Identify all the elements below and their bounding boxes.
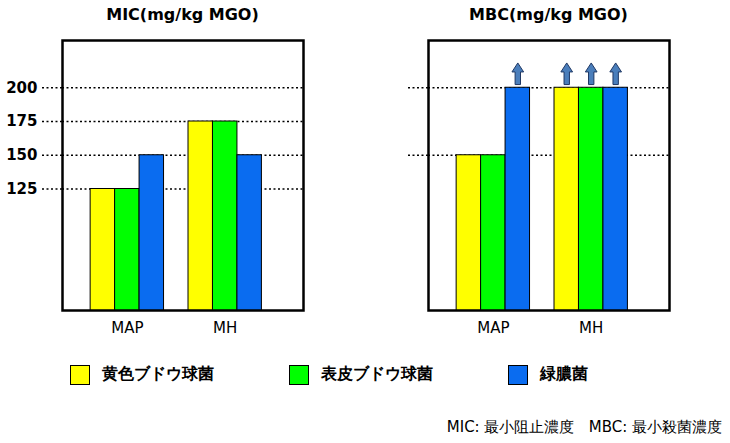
svg-text:175: 175 bbox=[6, 112, 37, 130]
svg-text:150: 150 bbox=[6, 146, 37, 164]
svg-text:MH: MH bbox=[579, 319, 603, 337]
svg-text:200: 200 bbox=[6, 79, 37, 97]
html-text:MIC: 最小阻止濃度 MBC: 最小殺菌濃度: MIC: 最小阻止濃度 MBC: 最小殺菌濃度 bbox=[446, 418, 722, 436]
html-text:MIC(mg/kg MGO): MIC(mg/kg MGO) bbox=[106, 5, 259, 24]
html-text:緑膿菌: 緑膿菌 bbox=[540, 364, 588, 383]
svg-text:125: 125 bbox=[6, 180, 37, 198]
html-text:MBC(mg/kg MGO): MBC(mg/kg MGO) bbox=[469, 5, 628, 24]
html-text:黄色ブドウ球菌: 黄色ブドウ球菌 bbox=[102, 364, 214, 383]
svg-text:MH: MH bbox=[213, 319, 237, 337]
svg-text:MAP: MAP bbox=[111, 319, 143, 337]
html-text:表皮ブドウ球菌: 表皮ブドウ球菌 bbox=[321, 364, 433, 383]
svg-text:MAP: MAP bbox=[477, 319, 509, 337]
